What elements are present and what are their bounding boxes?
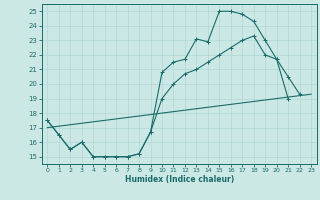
X-axis label: Humidex (Indice chaleur): Humidex (Indice chaleur) — [124, 175, 234, 184]
